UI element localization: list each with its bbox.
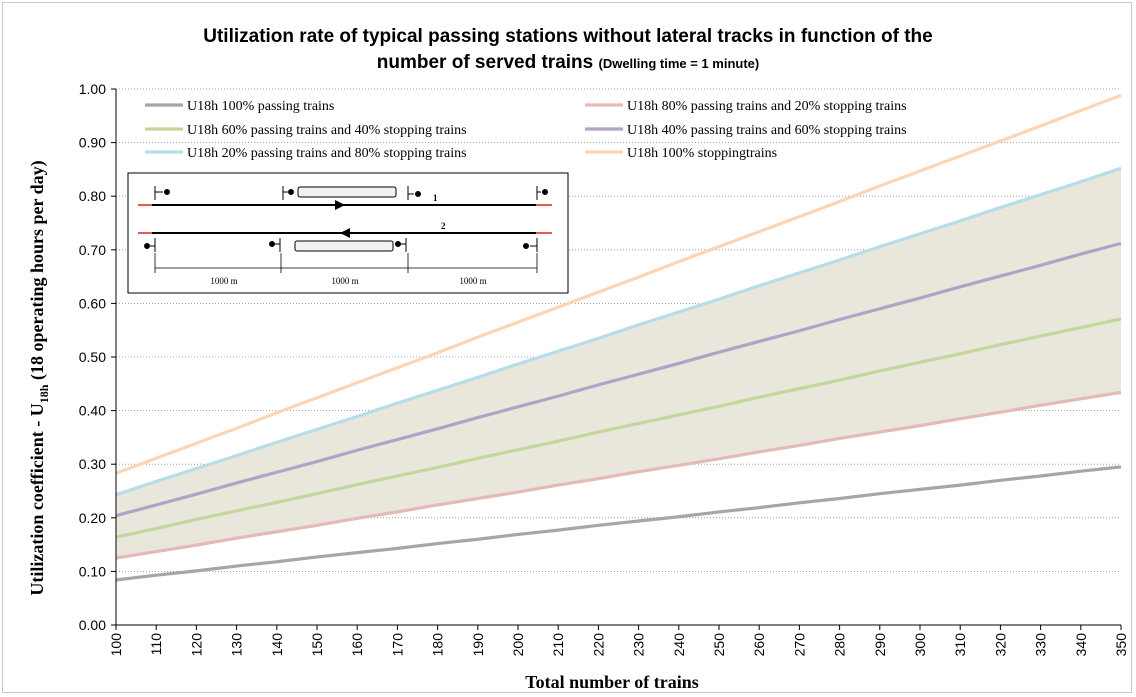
legend-label-6: U18h 100% stoppingtrains <box>627 146 777 161</box>
track-diagram: 1 2 1000 m 1000 m <box>127 172 569 294</box>
y-axis-title-subscript: 18h <box>37 384 51 403</box>
x-tick-label: 230 <box>631 633 647 657</box>
chart-title-line2: number of served trains (Dwelling time =… <box>0 52 1136 74</box>
x-tick-label: 200 <box>510 633 526 657</box>
x-tick-label: 150 <box>309 633 325 657</box>
x-tick-label: 330 <box>1033 633 1049 657</box>
y-tick-label: 0.70 <box>79 242 106 258</box>
legend-label-1: U18h 100% passing trains <box>187 99 334 114</box>
chart-title: Utilization rate of typical passing stat… <box>203 26 933 47</box>
x-tick-label: 270 <box>791 633 807 657</box>
y-tick-labels: 0.00 0.10 0.20 0.30 0.40 0.50 0.60 0.70 0.80 0.90… <box>79 81 106 633</box>
legend-label-2: U18h 80% passing trains and 20% stopping… <box>627 99 907 114</box>
legend: U18h 100% passing trains U18h 80% passing… <box>145 99 907 161</box>
y-tick-label: 0.50 <box>79 349 106 365</box>
chart-subtitle: (Dwelling time = 1 minute) <box>598 56 760 71</box>
y-tick-label: 0.20 <box>79 510 106 526</box>
axes <box>111 88 1122 630</box>
y-axis-title-prefix: Utilization coefficient - U <box>27 403 47 595</box>
legend-label-4: U18h 40% passing trains and 60% stopping… <box>627 123 907 138</box>
legend-label-3: U18h 60% passing trains and 40% stopping… <box>187 123 467 138</box>
y-tick-label: 0.00 <box>79 617 106 633</box>
x-tick-label: 190 <box>470 633 486 657</box>
series-line-4 <box>115 241 1122 518</box>
x-tick-label: 170 <box>389 633 405 657</box>
shaded-band-layer <box>116 168 1121 558</box>
x-tick-label: 210 <box>550 633 566 657</box>
y-tick-label: 0.80 <box>79 188 106 204</box>
x-tick-label: 120 <box>188 633 204 657</box>
dimension-lines <box>154 253 538 273</box>
y-axis-title-suffix: (18 operating hours per day) <box>27 160 48 384</box>
dimension-label-3: 1000 m <box>459 276 486 286</box>
y-tick-label: 0.60 <box>79 295 106 311</box>
x-tick-label: 320 <box>992 633 1008 657</box>
y-axis-title: Utilization coefficient - U18h (18 opera… <box>27 160 51 595</box>
x-tick-label: 110 <box>148 633 164 656</box>
track1-platform <box>297 186 397 198</box>
track2-signals <box>144 238 538 252</box>
x-tick-label: 220 <box>590 633 606 657</box>
dimension-label-1: 1000 m <box>210 276 237 286</box>
x-tick-label: 140 <box>269 633 285 657</box>
y-tick-label: 0.30 <box>79 456 106 472</box>
x-tick-label: 100 <box>108 633 124 657</box>
track2-platform <box>294 240 394 252</box>
x-tick-label: 300 <box>912 633 928 657</box>
series-line-3 <box>115 317 1122 539</box>
x-axis-title: Total number of trains <box>525 672 699 692</box>
x-tick-label: 280 <box>832 633 848 657</box>
x-tick-label: 180 <box>430 633 446 657</box>
x-tick-labels: 100 110 120 130 140 150 160 170 180 190 200 210 220 2… <box>108 633 1129 657</box>
x-tick-label: 350 <box>1113 633 1129 657</box>
series-line-2 <box>115 390 1122 560</box>
y-tick-label: 1.00 <box>79 81 106 97</box>
x-tick-label: 130 <box>229 633 245 657</box>
series-line-6 <box>115 93 1122 475</box>
track2-direction-arrow <box>340 228 350 238</box>
series-line-5 <box>115 166 1122 497</box>
chart-title-line2-text: number of served trains <box>376 52 594 73</box>
series-line-1 <box>115 465 1122 582</box>
track2-label: 2 <box>441 221 446 231</box>
track1-label: 1 <box>433 193 438 203</box>
y-tick-label: 0.40 <box>79 403 106 419</box>
y-tick-label: 0.90 <box>79 135 106 151</box>
x-tick-label: 290 <box>872 633 888 657</box>
legend-label-5: U18h 20% passing trains and 80% stopping… <box>187 146 467 161</box>
x-tick-label: 250 <box>711 633 727 657</box>
x-tick-label: 240 <box>671 633 687 657</box>
x-tick-label: 160 <box>349 633 365 657</box>
x-tick-label: 260 <box>751 633 767 657</box>
series-lines <box>115 93 1122 582</box>
track1-direction-arrow <box>335 200 345 210</box>
track1-signals <box>154 186 548 200</box>
x-tick-label: 340 <box>1073 633 1089 657</box>
y-tick-label: 0.10 <box>79 563 106 579</box>
x-tick-label: 310 <box>952 633 968 657</box>
dimension-label-2: 1000 m <box>331 276 358 286</box>
shaded-band <box>116 168 1121 558</box>
